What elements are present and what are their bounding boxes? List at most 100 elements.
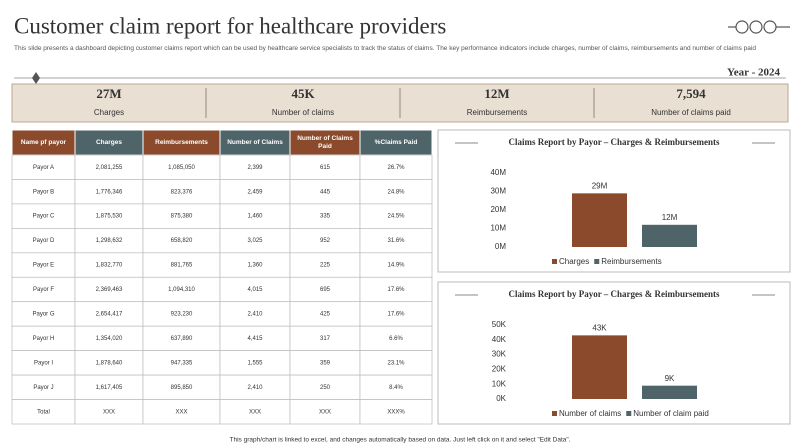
- kpi-value: 12M: [484, 86, 509, 101]
- cell-text: 445: [320, 189, 331, 195]
- title: Customer claim report for healthcare pro…: [14, 13, 446, 38]
- cell-text: Total: [37, 409, 50, 415]
- cell-text: 1,776,346: [96, 189, 123, 195]
- cell-text: XXX: [175, 409, 187, 415]
- cell-text: Payor J: [33, 385, 53, 391]
- kpi-label: Reimbursements: [467, 108, 527, 117]
- kpi-value: 7,594: [676, 86, 706, 101]
- cell-text: 2,459: [247, 189, 263, 195]
- table-cell: [219, 203, 291, 229]
- cell-text: 1,085,050: [168, 165, 195, 171]
- table-cell: [11, 252, 76, 278]
- cell-text: 1,617,405: [96, 385, 123, 391]
- table-cell: [289, 325, 361, 351]
- table-cell: [219, 399, 291, 425]
- cell-text: XXX%: [387, 409, 405, 415]
- cell-text: 2,399: [247, 165, 263, 171]
- table-cell: [11, 179, 76, 205]
- data-label: 43K: [592, 323, 607, 332]
- header-text: Reimbursements: [155, 138, 208, 146]
- cell-text: Payor B: [33, 189, 54, 195]
- header-box: Number of Claims Paid: [297, 134, 353, 150]
- cell-text: 250: [320, 385, 331, 391]
- y-tick-label: 30K: [492, 350, 507, 359]
- y-tick-label: 10K: [492, 379, 507, 388]
- table-cell: [359, 252, 433, 278]
- legend-swatch: [626, 411, 632, 416]
- cell-text: 24.5%: [387, 214, 405, 220]
- table-cell: [11, 154, 76, 180]
- footer: This graph/chart is linked to excel, and…: [230, 437, 571, 444]
- table-cell: [219, 301, 291, 327]
- bar: [642, 224, 697, 247]
- table-cell: [219, 325, 291, 351]
- cell-text: 26.7%: [387, 165, 405, 171]
- table-cell: [142, 154, 221, 180]
- cell-text: Payor H: [33, 336, 55, 342]
- cell-text: 1,875,530: [96, 214, 123, 220]
- cell-text: Payor I: [34, 360, 53, 366]
- table-cell: [289, 399, 361, 425]
- cell-text: 1,298,632: [96, 238, 123, 244]
- cell-text: 3,025: [247, 238, 263, 244]
- header-text: %Claims Paid: [374, 138, 418, 146]
- table-cell: [219, 154, 291, 180]
- year: Year - 2024: [727, 67, 780, 79]
- legend-swatch: [552, 259, 557, 264]
- table-cell: [289, 179, 361, 205]
- cell-text: 2,654,417: [96, 312, 123, 318]
- cell-text: XXX: [249, 409, 261, 415]
- bar: [572, 335, 627, 399]
- cell-text: XXX: [103, 409, 115, 415]
- table-cell: [142, 276, 221, 303]
- table-cell: [142, 374, 221, 400]
- y-tick-label: 20M: [490, 205, 506, 214]
- y-tick-label: 50K: [492, 320, 507, 329]
- table-cell: [359, 276, 433, 303]
- cell-text: XXX: [319, 409, 331, 415]
- header-cell: [359, 129, 433, 156]
- cell-text: 895,850: [171, 385, 193, 391]
- data-label: 12M: [662, 213, 678, 222]
- cell-text: 335: [320, 214, 331, 220]
- table-cell: [219, 252, 291, 278]
- bar: [642, 385, 697, 399]
- cell-text: Payor E: [33, 263, 54, 269]
- description: This slide presents a dashboard depictin…: [14, 45, 756, 52]
- table-cell: [74, 228, 144, 254]
- table-cell: [11, 228, 76, 254]
- header-cell: [219, 129, 291, 156]
- header-cell: [289, 129, 361, 156]
- table-cell: [359, 301, 433, 327]
- cell-text: 695: [320, 287, 331, 293]
- table-cell: [74, 301, 144, 327]
- table-cell: [11, 374, 76, 400]
- kpi-label: Number of claims paid: [651, 108, 731, 117]
- cell-text: 17.6%: [387, 312, 405, 318]
- cell-text: 1,360: [247, 263, 263, 269]
- cell-text: 2,410: [247, 385, 263, 391]
- cell-text: 823,376: [171, 189, 193, 195]
- cell-text: 225: [320, 263, 331, 269]
- cell-text: 317: [320, 336, 331, 342]
- kpi-label: Charges: [94, 108, 124, 117]
- cell-text: 881,765: [171, 263, 193, 269]
- cell-text: Payor F: [33, 287, 54, 293]
- y-tick-label: 0M: [495, 242, 506, 251]
- header-text: Number of Claims Paid: [297, 134, 353, 150]
- table-cell: [142, 228, 221, 254]
- data-label: 29M: [592, 181, 608, 190]
- kpi-label: Number of claims: [272, 108, 334, 117]
- cell-text: 14.9%: [387, 263, 405, 269]
- cell-text: 875,380: [171, 214, 193, 220]
- cell-text: 658,820: [171, 238, 193, 244]
- table-cell: [11, 325, 76, 351]
- header-text: Number of Claims: [227, 138, 283, 146]
- table-cell: [359, 203, 433, 229]
- header-text: Charges: [95, 138, 122, 146]
- header-box: Name pf payor: [21, 139, 66, 146]
- cell-text: 6.6%: [389, 336, 403, 342]
- table-cell: [219, 276, 291, 303]
- description-box: This slide presents a dashboard depictin…: [14, 45, 756, 52]
- cell-text: 4,015: [247, 287, 263, 293]
